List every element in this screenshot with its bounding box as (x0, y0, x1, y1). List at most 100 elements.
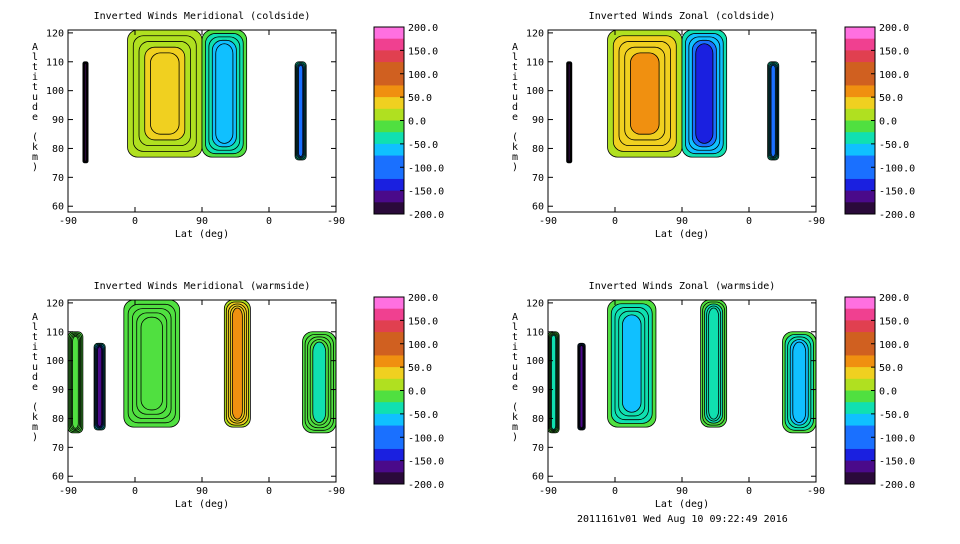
colorbar-swatch (374, 297, 404, 310)
colorbar-label: -200.0 (408, 210, 444, 221)
colorbar-swatch (374, 27, 404, 40)
x-tick-label: 0 (746, 216, 752, 227)
colorbar-swatch (845, 448, 875, 462)
colorbar-label: -200.0 (879, 480, 915, 491)
y-tick-label: 80 (52, 414, 64, 425)
contour-level (792, 341, 807, 423)
x-axis-label: Lat (deg) (175, 499, 229, 510)
y-tick-label: 100 (46, 86, 64, 97)
colorbar-swatch (845, 155, 875, 168)
colorbar-label: 50.0 (879, 363, 903, 374)
y-tick-label: 90 (52, 115, 64, 126)
contour-region (302, 331, 337, 434)
contour-region (607, 29, 683, 158)
colorbar-swatch (374, 85, 404, 98)
contour-level (312, 341, 327, 423)
colorbar-label: -100.0 (408, 433, 444, 444)
colorbar-swatch (845, 297, 875, 310)
colorbar-label: -50.0 (408, 140, 438, 151)
colorbar-swatch (374, 73, 404, 86)
colorbar-swatch (374, 143, 404, 157)
y-tick-label: 90 (532, 115, 544, 126)
x-tick-label: -90 (539, 486, 557, 497)
colorbar-swatch (845, 437, 875, 450)
colorbar-swatch (845, 343, 875, 356)
contour-region (700, 299, 728, 428)
contour-level (97, 346, 103, 427)
colorbar-swatch (845, 413, 875, 427)
colorbar-swatch (374, 155, 404, 168)
y-tick-label: 70 (52, 443, 64, 454)
colorbar: 200.0 150.0 100.0 50.0 0.0 -50.0 -100.0 -150.0 -… (844, 23, 915, 221)
contour-region (577, 342, 586, 431)
colorbar-swatch (374, 448, 404, 462)
colorbar-swatch (374, 50, 404, 63)
contour-region (127, 29, 203, 158)
contour-level (770, 64, 776, 157)
x-tick-label: 0 (612, 216, 618, 227)
contour-level (140, 316, 163, 411)
contour-level (551, 334, 557, 430)
contour-region (82, 61, 89, 164)
y-tick-label: 100 (526, 356, 544, 367)
x-tick-label: 0 (132, 486, 138, 497)
colorbar-label: -200.0 (879, 210, 915, 221)
colorbar-swatch (845, 390, 875, 403)
colorbar-swatch (374, 120, 404, 133)
contour-region (67, 331, 84, 434)
colorbar-swatch (845, 143, 875, 157)
colorbar-label: 200.0 (879, 293, 909, 304)
colorbar-swatch (374, 62, 404, 75)
colorbar-label: 0.0 (879, 387, 897, 398)
panel-1: 60 70 80 90 100 110 120 -90 0 90 0 -90 Inverted Wind… (512, 11, 915, 240)
colorbar-swatch (374, 38, 404, 51)
colorbar-label: -150.0 (408, 457, 444, 468)
y-tick-label: 60 (532, 472, 544, 483)
colorbar-swatch (845, 178, 875, 192)
colorbar-label: 50.0 (408, 363, 432, 374)
x-tick-label: 0 (746, 486, 752, 497)
contour-level (150, 52, 180, 135)
x-tick-label: 90 (196, 216, 208, 227)
colorbar-swatch (374, 390, 404, 403)
colorbar-swatch (845, 308, 875, 321)
colorbar-label: 200.0 (879, 23, 909, 34)
colorbar-label: -150.0 (879, 457, 915, 468)
x-tick-label: 0 (132, 216, 138, 227)
colorbar-swatch (845, 367, 875, 380)
colorbar-swatch (374, 402, 404, 415)
colorbar: 200.0 150.0 100.0 50.0 0.0 -50.0 -100.0 -150.0 -… (373, 23, 444, 221)
contour-region (566, 61, 573, 164)
colorbar-swatch (845, 73, 875, 86)
colorbar-swatch (845, 460, 875, 473)
contour-region (607, 299, 657, 428)
contour-region (201, 29, 248, 158)
colorbar-label: 0.0 (408, 117, 426, 128)
contour-level (231, 307, 243, 420)
colorbar-label: 200.0 (408, 293, 438, 304)
contour-region (547, 331, 560, 434)
panel-2: 60 70 80 90 100 110 120 -90 0 90 0 -90 Inverted Wind… (32, 281, 444, 510)
contour-level (567, 62, 571, 162)
y-tick-label: 100 (46, 356, 64, 367)
colorbar-label: -100.0 (879, 433, 915, 444)
colorbar-label: -50.0 (408, 410, 438, 421)
plot-frame (547, 299, 817, 483)
y-tick-label: 120 (526, 28, 544, 39)
colorbar-label: -100.0 (879, 163, 915, 174)
y-tick-label: 110 (46, 57, 64, 68)
colorbar-swatch (845, 62, 875, 75)
x-tick-label: 0 (612, 486, 618, 497)
contour-level (695, 43, 714, 144)
panel-3: 60 70 80 90 100 110 120 -90 0 90 0 -90 Inverted Wind… (512, 281, 915, 510)
colorbar-swatch (374, 108, 404, 121)
colorbar-swatch (374, 425, 404, 438)
colorbar-swatch (845, 85, 875, 98)
colorbar-swatch (374, 437, 404, 450)
panel-0: 60 70 80 90 100 110 120 -90 0 90 0 -90 Inverted Wind… (32, 11, 444, 240)
colorbar-swatch (374, 367, 404, 380)
y-tick-label: 110 (46, 327, 64, 338)
